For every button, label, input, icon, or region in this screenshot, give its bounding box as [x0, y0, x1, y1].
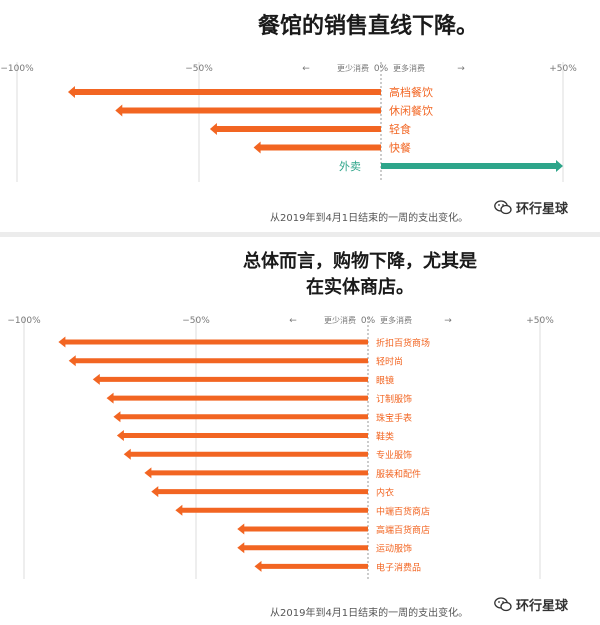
less-spending-label: 更少消费 — [324, 315, 356, 325]
left-arrow-icon: ← — [302, 64, 310, 74]
x-tick-label: 0% — [374, 64, 389, 74]
category-label: 鞋类 — [376, 431, 394, 443]
bar-arrow — [67, 86, 382, 98]
chart-title-line: 总体而言，购物下降，尤其是 — [243, 251, 477, 272]
right-arrow-icon: → — [457, 64, 465, 74]
x-tick-label: −50% — [182, 316, 210, 326]
bar-arrow — [151, 486, 368, 498]
bar-arrow — [381, 160, 563, 172]
bar-arrow — [113, 411, 368, 423]
bar-arrow — [237, 523, 368, 535]
chart-title: 总体而言，购物下降，尤其是 在实体商店。 — [210, 249, 510, 301]
category-label: 轻时尚 — [376, 356, 403, 368]
bar-arrow — [254, 560, 368, 572]
brand-watermark: 环行星球 — [494, 198, 568, 217]
category-label: 订制服饰 — [376, 393, 412, 405]
category-label: 高档餐饮 — [389, 85, 433, 99]
bar-arrow — [144, 467, 368, 479]
chart-title: 餐馆的销售直线下降。 — [257, 13, 478, 39]
less-spending-label: 更少消费 — [337, 63, 369, 73]
brand-watermark: 环行星球 — [494, 595, 568, 614]
category-label: 轻食 — [389, 122, 411, 136]
bar-arrow — [175, 504, 368, 516]
bar-arrow — [123, 448, 368, 460]
category-label: 电子消费品 — [376, 561, 421, 573]
bar-arrow — [253, 141, 381, 154]
chart-panel-shopping: 总体而言，购物下降，尤其是 在实体商店。 −100% −50% 0% +50% ← 更少消… — [0, 237, 600, 625]
chart-panel-restaurants: 餐馆的销售直线下降。 −100% −50% 0% +50% ← 更少消费 更多消费 → 高档餐饮… — [0, 0, 600, 232]
category-label: 运动服饰 — [376, 543, 412, 555]
chart-footnote: 从2019年到4月1日结束的一周的支出变化。 — [270, 608, 469, 619]
category-label: 外卖 — [339, 160, 361, 173]
panel-divider — [0, 232, 600, 237]
category-label: 服装和配件 — [376, 468, 421, 480]
x-tick-label: −100% — [0, 64, 34, 74]
bar-arrow — [116, 430, 368, 441]
wechat-icon — [494, 597, 512, 612]
chart-title-line: 在实体商店。 — [306, 277, 414, 298]
wechat-icon — [494, 200, 512, 215]
category-label: 休闲餐饮 — [389, 104, 433, 118]
bar-arrow — [115, 104, 381, 117]
bar-arrow — [237, 542, 368, 554]
bar-arrow — [209, 123, 381, 135]
category-label: 高端百货商店 — [376, 524, 430, 536]
category-label: 内衣 — [376, 487, 394, 499]
bar-arrow — [68, 355, 368, 367]
category-label: 专业服饰 — [376, 449, 412, 461]
more-spending-label: 更多消费 — [393, 63, 425, 73]
category-label: 中端百货商店 — [376, 505, 430, 517]
bar-arrow — [92, 373, 369, 385]
brand-name: 环行星球 — [516, 599, 569, 614]
x-tick-label: 0% — [361, 316, 376, 326]
x-tick-label: +50% — [526, 316, 554, 326]
category-label: 快餐 — [389, 141, 411, 155]
shopping-bar-chart: −100% −50% 0% +50% ← 更少消费 更多消费 → 折扣百货商场轻时尚眼镜订制服饰… — [7, 315, 554, 579]
bar-arrow — [58, 336, 369, 348]
brand-name: 环行星球 — [516, 202, 569, 217]
category-label: 珠宝手表 — [376, 412, 412, 424]
left-arrow-icon: ← — [289, 316, 297, 326]
category-label: 折扣百货商场 — [376, 337, 430, 349]
x-tick-label: +50% — [549, 64, 577, 74]
category-label: 眼镜 — [376, 374, 394, 386]
x-tick-label: −100% — [7, 316, 41, 326]
chart-footnote: 从2019年到4月1日结束的一周的支出变化。 — [270, 213, 469, 224]
more-spending-label: 更多消费 — [380, 315, 412, 325]
right-arrow-icon: → — [444, 316, 452, 326]
bar-arrow — [106, 392, 368, 404]
x-tick-label: −50% — [185, 64, 213, 74]
